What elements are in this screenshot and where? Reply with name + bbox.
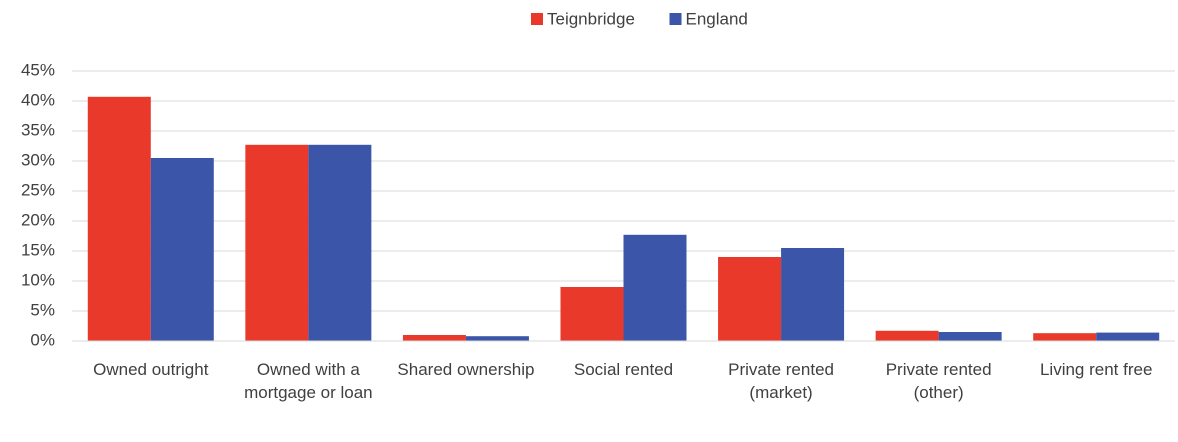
x-tick-label: Private rented (other) [885,360,992,402]
bar [875,330,939,341]
x-tick-label: Owned with a mortgage or loan [244,360,373,402]
y-tick-label: 0% [30,330,55,349]
bar [245,144,309,341]
x-tick-label: Owned outright [93,360,209,379]
y-tick-label: 45% [21,60,55,79]
y-tick-label: 30% [21,150,55,169]
bar [465,336,529,341]
x-tick-label: Shared ownership [397,360,535,379]
bar [938,332,1002,341]
y-tick-label: 5% [30,300,55,319]
y-tick-label: 35% [21,120,55,139]
y-tick-label: 25% [21,180,55,199]
bar [87,96,151,341]
bar [150,158,214,341]
legend-swatch [669,13,682,25]
bar [308,144,372,341]
bar [1033,333,1097,341]
bar [781,248,845,341]
bar [402,335,466,341]
y-tick-label: 20% [21,210,55,229]
x-tick-label: Social rented [573,360,674,379]
bar [718,257,782,341]
bar [623,234,687,341]
bar [1096,332,1160,341]
y-tick-label: 40% [21,90,55,109]
legend-label: Teignbridge [547,9,635,28]
y-tick-label: 10% [21,270,55,289]
legend-label: England [686,9,748,28]
y-tick-label: 15% [21,240,55,259]
legend-swatch [531,13,543,25]
x-tick-label: Living rent free [1039,360,1153,379]
x-tick-label: Private rented (market) [728,360,834,402]
bar [560,287,624,341]
